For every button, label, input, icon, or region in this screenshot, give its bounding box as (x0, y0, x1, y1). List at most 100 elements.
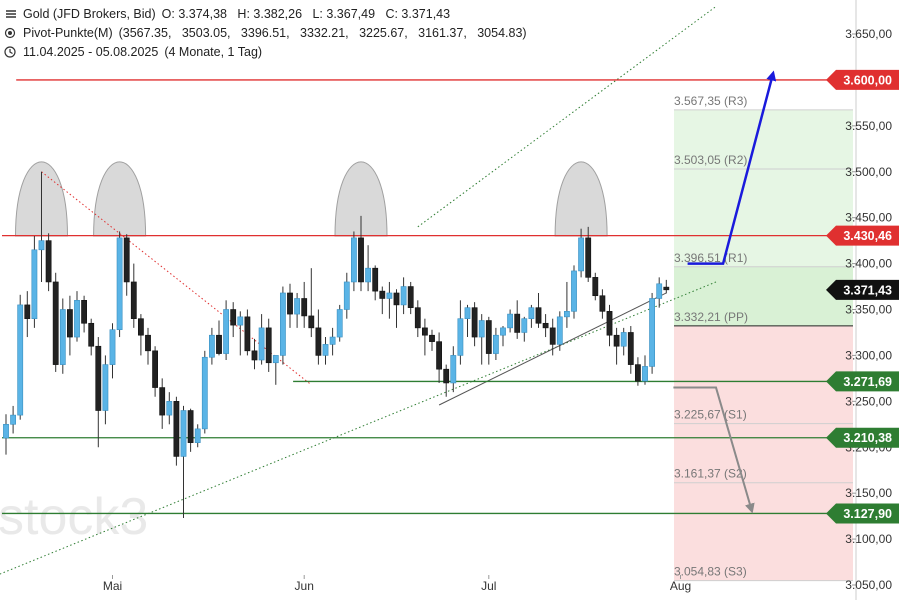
candle-body[interactable] (24, 304, 31, 319)
instrument-row[interactable]: Gold (JFD Brokers, Bid) O: 3.374,38 H: 3.… (4, 6, 450, 22)
candle-body[interactable] (443, 368, 450, 384)
candle-body[interactable] (294, 298, 300, 315)
candle-body[interactable] (74, 300, 80, 338)
candle-body[interactable] (542, 322, 549, 329)
candle-body[interactable] (563, 311, 570, 318)
candle-body[interactable] (308, 315, 315, 329)
candle-body[interactable] (88, 322, 95, 347)
candle-body[interactable] (450, 355, 457, 384)
candle-body[interactable] (81, 300, 87, 324)
candle-body[interactable] (613, 334, 620, 347)
candle-body[interactable] (279, 292, 286, 356)
price-badge[interactable] (826, 371, 899, 392)
candle-body[interactable] (52, 281, 59, 365)
candle-body[interactable] (492, 334, 499, 354)
candle-body[interactable] (578, 237, 584, 272)
candle-body[interactable] (251, 350, 258, 361)
candle-body[interactable] (201, 356, 208, 430)
candle-body[interactable] (407, 286, 414, 308)
candle-body[interactable] (265, 327, 272, 364)
candle-body[interactable] (535, 307, 542, 324)
candle-body[interactable] (67, 309, 73, 338)
candle-body[interactable] (379, 290, 386, 299)
candle-body[interactable] (521, 318, 528, 333)
candle-body[interactable] (642, 366, 648, 382)
candle-body[interactable] (95, 345, 102, 411)
candle-body[interactable] (436, 341, 442, 370)
candle-body[interactable] (194, 428, 201, 443)
candle-body[interactable] (421, 327, 428, 336)
candle-body[interactable] (386, 292, 393, 299)
candle-body[interactable] (571, 270, 577, 312)
candle-body[interactable] (464, 307, 471, 319)
candle-body[interactable] (663, 286, 670, 291)
candle-body[interactable] (414, 307, 421, 329)
candle-body[interactable] (471, 307, 478, 338)
candle-body[interactable] (606, 311, 613, 336)
candle-body[interactable] (102, 364, 109, 411)
candle-body[interactable] (528, 307, 535, 319)
price-badge[interactable] (826, 279, 899, 300)
candle-body[interactable] (599, 295, 606, 312)
candle-body[interactable] (187, 410, 194, 443)
candle-body[interactable] (393, 292, 400, 306)
candle-body[interactable] (315, 327, 322, 356)
price-badge[interactable] (826, 427, 899, 448)
candle-body[interactable] (507, 313, 513, 329)
candle-body[interactable] (237, 316, 244, 326)
candle-body[interactable] (627, 332, 634, 365)
candle-body[interactable] (159, 387, 166, 416)
candle-body[interactable] (173, 401, 180, 457)
candle-body[interactable] (116, 237, 123, 331)
candle-body[interactable] (258, 327, 265, 361)
candle-body[interactable] (109, 329, 116, 365)
candle-body[interactable] (329, 336, 336, 345)
candle-body[interactable] (138, 318, 144, 336)
candle-body[interactable] (3, 423, 9, 439)
candle-body[interactable] (620, 332, 627, 347)
candle-body[interactable] (478, 320, 485, 338)
candle-body[interactable] (457, 318, 464, 356)
candle-body[interactable] (358, 237, 364, 283)
price-badge[interactable] (826, 69, 899, 90)
candle-body[interactable] (10, 414, 16, 425)
candle-body[interactable] (343, 281, 350, 310)
candle-body[interactable] (634, 364, 641, 382)
candle-body[interactable] (350, 237, 357, 283)
candle-body[interactable] (59, 309, 66, 365)
candle-body[interactable] (656, 283, 663, 299)
candle-body[interactable] (301, 298, 308, 317)
horizontal-levels[interactable] (2, 79, 856, 515)
pivot-row[interactable]: Pivot-Punkte(M) (3567.35, 3503.05, 3396.5… (4, 25, 527, 41)
candle-body[interactable] (31, 249, 38, 319)
candle-body[interactable] (429, 334, 435, 342)
candle-body[interactable] (272, 355, 279, 364)
candle-body[interactable] (514, 313, 521, 333)
candle-body[interactable] (549, 327, 556, 345)
candle-body[interactable] (244, 316, 251, 352)
candle-body[interactable] (216, 334, 222, 354)
candles[interactable] (3, 171, 670, 518)
candle-body[interactable] (230, 309, 237, 326)
candle-body[interactable] (223, 309, 229, 354)
candle-body[interactable] (592, 277, 599, 297)
candle-body[interactable] (500, 327, 506, 336)
candle-body[interactable] (336, 309, 343, 338)
candle-body[interactable] (649, 298, 655, 367)
candle-body[interactable] (152, 350, 158, 388)
candle-body[interactable] (45, 240, 52, 283)
candle-body[interactable] (485, 320, 492, 354)
price-badge[interactable] (826, 503, 899, 524)
candle-body[interactable] (130, 281, 137, 319)
candle-body[interactable] (365, 267, 371, 283)
price-badges[interactable]: 3.600,00 3.430,46 3.371,43 3.271,69 3.210,38… (826, 69, 899, 524)
candle-body[interactable] (372, 267, 379, 292)
candle-body[interactable] (38, 240, 45, 251)
candle-body[interactable] (166, 401, 173, 416)
candle-body[interactable] (287, 292, 293, 315)
candle-body[interactable] (123, 237, 130, 283)
candle-body[interactable] (145, 334, 151, 352)
price-badge[interactable] (826, 225, 899, 246)
candle-body[interactable] (556, 316, 563, 345)
